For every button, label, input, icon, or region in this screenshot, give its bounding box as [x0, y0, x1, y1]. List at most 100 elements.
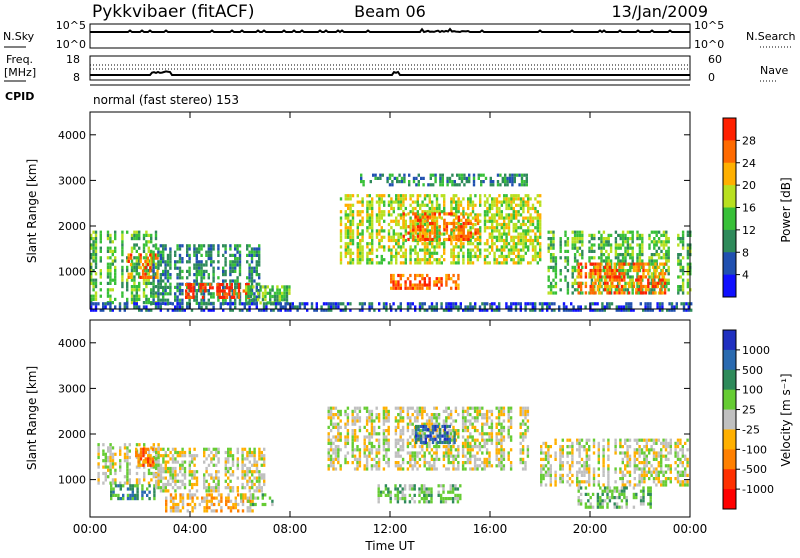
echo-cell [490, 180, 492, 183]
echo-cell [361, 258, 363, 261]
echo-cell [332, 413, 334, 416]
echo-cell [190, 283, 192, 286]
echo-cell [496, 229, 498, 232]
echo-cell [142, 461, 144, 464]
echo-cell [162, 251, 164, 254]
echo-cell [407, 212, 409, 215]
echo-cell [148, 491, 150, 494]
echo-cell [611, 282, 613, 285]
echo-cell [455, 228, 457, 231]
echo-cell [604, 266, 606, 269]
echo-cell [157, 456, 159, 459]
echo-cell [109, 288, 111, 291]
echo-cell [580, 288, 582, 291]
echo-cell [527, 229, 529, 232]
echo-cell [605, 237, 607, 240]
echo-cell [354, 423, 356, 426]
echo-cell [412, 464, 414, 467]
echo-cell [560, 279, 562, 282]
echo-cell [418, 180, 420, 183]
echo-cell [239, 302, 241, 305]
echo-cell [623, 291, 625, 294]
echo-cell [359, 223, 361, 226]
echo-cell [537, 252, 539, 255]
echo-cell [109, 250, 111, 253]
echo-cell [436, 197, 438, 200]
echo-cell [469, 204, 471, 207]
echo-cell [397, 223, 399, 226]
echo-cell [436, 305, 438, 308]
echo-cell [419, 407, 421, 410]
echo-cell [428, 445, 430, 448]
echo-cell [232, 260, 234, 263]
echo-cell [107, 266, 109, 269]
echo-cell [152, 260, 154, 263]
echo-cell [405, 220, 407, 223]
echo-cell [354, 429, 356, 432]
echo-cell [349, 239, 351, 242]
echo-cell [95, 282, 97, 285]
echo-cell [474, 252, 476, 255]
echo-cell [174, 286, 176, 289]
echo-cell [448, 238, 450, 241]
echo-cell [258, 454, 260, 457]
echo-cell [451, 228, 453, 231]
echo-cell [157, 486, 159, 489]
echo-cell [687, 231, 689, 234]
echo-cell [344, 442, 346, 445]
echo-cell [414, 252, 416, 255]
echo-cell [205, 448, 207, 451]
echo-cell [416, 287, 418, 290]
echo-cell [120, 497, 122, 500]
echo-cell [641, 240, 643, 243]
echo-cell [414, 249, 416, 252]
echo-cell [385, 429, 387, 432]
echo-cell [548, 279, 550, 282]
echo-cell [202, 286, 204, 289]
echo-cell [532, 223, 534, 226]
echo-cell [417, 204, 419, 207]
echo-cell [347, 194, 349, 197]
echo-cell [371, 210, 373, 213]
echo-cell [400, 464, 402, 467]
echo-cell [395, 280, 397, 283]
echo-cell [121, 285, 123, 288]
echo-cell [479, 204, 481, 207]
echo-cell [354, 416, 356, 419]
echo-cell [215, 486, 217, 489]
echo-cell [525, 252, 527, 255]
echo-cell [445, 410, 447, 413]
echo-cell [600, 243, 602, 246]
echo-cell [541, 305, 543, 308]
echo-cell [428, 423, 430, 426]
echo-cell [162, 467, 164, 470]
echo-cell [564, 256, 566, 259]
echo-cell [105, 475, 107, 478]
echo-cell [174, 483, 176, 486]
echo-cell [352, 416, 354, 419]
echo-cell [170, 500, 172, 503]
echo-cell [527, 233, 529, 236]
echo-cell [648, 256, 650, 259]
echo-cell [572, 305, 574, 308]
echo-cell [450, 445, 452, 448]
echo-cell [417, 252, 419, 255]
echo-cell [340, 302, 342, 305]
echo-cell [196, 283, 198, 286]
echo-cell [453, 245, 455, 248]
echo-cell [366, 245, 368, 248]
echo-cell [368, 451, 370, 454]
echo-cell [550, 285, 552, 288]
echo-cell [258, 451, 260, 454]
echo-cell [220, 497, 222, 500]
echo-cell [265, 305, 267, 308]
echo-cell [593, 234, 595, 237]
echo-cell [537, 223, 539, 226]
echo-cell [560, 272, 562, 275]
echo-cell [388, 439, 390, 442]
echo-cell [279, 298, 281, 301]
echo-cell [588, 259, 590, 262]
echo-cell [395, 442, 397, 445]
echo-cell [567, 237, 569, 240]
echo-cell [203, 480, 205, 483]
